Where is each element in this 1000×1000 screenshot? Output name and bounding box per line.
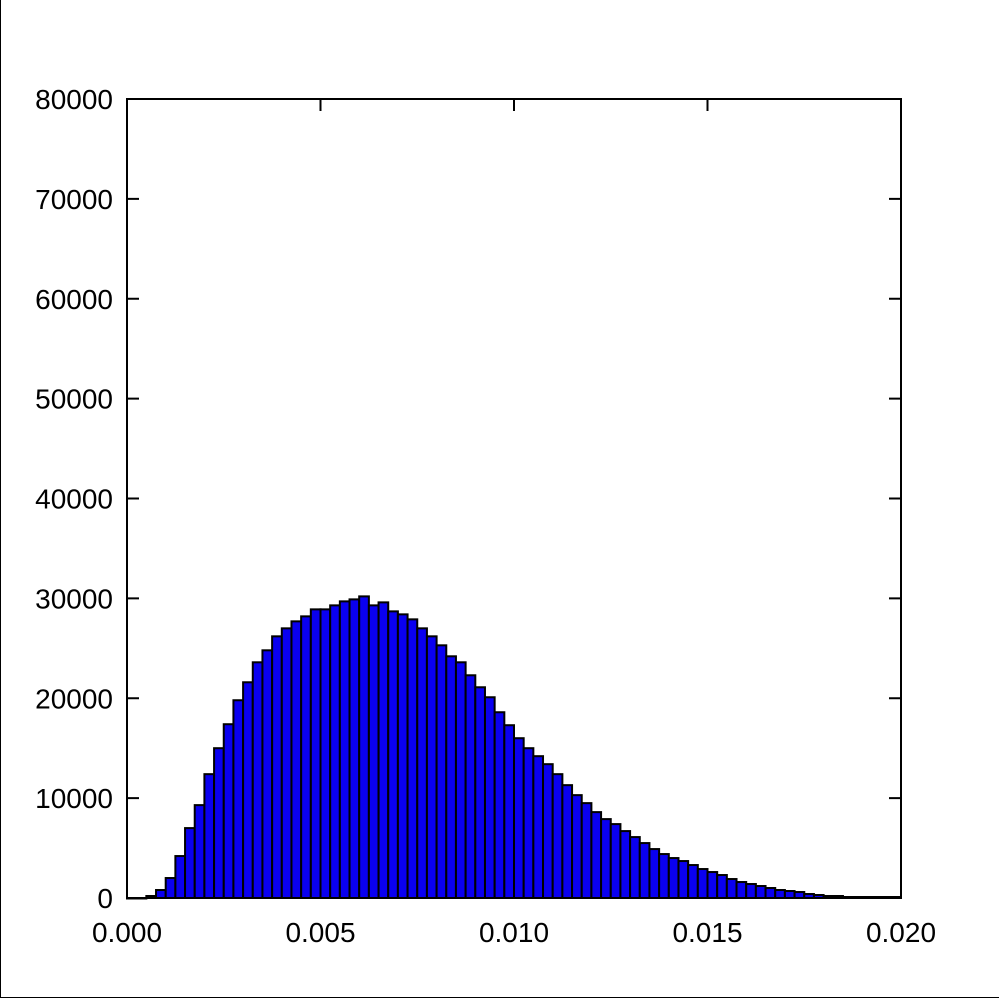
histogram-bar [271, 635, 283, 899]
histogram-bar [561, 784, 574, 899]
x-tick-label: 0.015 [672, 917, 742, 948]
histogram-bar [377, 601, 390, 899]
histogram-bar [629, 836, 641, 899]
histogram-bar [667, 857, 680, 899]
histogram-bar [522, 747, 535, 899]
histogram-bar [687, 864, 699, 900]
histogram-bar [367, 604, 380, 900]
histogram-bar [658, 853, 670, 899]
histogram-bar [329, 604, 341, 900]
histogram-bar [783, 890, 796, 899]
histogram-bar [532, 755, 545, 899]
histogram-bar [290, 620, 303, 899]
histogram-bar [716, 874, 728, 899]
y-tick-label: 60000 [35, 284, 113, 315]
histogram-bar [193, 804, 206, 900]
histogram-bar [445, 655, 457, 899]
histogram-bar [754, 885, 767, 900]
y-tick-label: 80000 [35, 84, 113, 115]
histogram-bar [590, 811, 603, 899]
histogram-bar [280, 627, 293, 900]
histogram-bar [164, 877, 177, 900]
bars-group [126, 595, 903, 900]
histogram-bar [696, 868, 709, 900]
histogram-bar [454, 661, 467, 899]
histogram-bar [435, 644, 448, 899]
histogram-bar [609, 823, 622, 900]
histogram-bar [474, 686, 486, 899]
ticks-group [126, 98, 902, 899]
y-tick-label: 0 [97, 883, 113, 914]
x-tick-label: 0.010 [479, 917, 549, 948]
histogram-bar [503, 724, 516, 899]
histogram-bar [542, 763, 554, 899]
histogram-bar [242, 681, 254, 900]
histogram-bar [387, 610, 399, 899]
histogram-bar [706, 871, 719, 899]
histogram-bar [406, 618, 419, 899]
histogram-bar [338, 600, 351, 900]
y-tick-label: 40000 [35, 484, 113, 515]
histogram-bar [251, 661, 264, 899]
histogram-bar [174, 855, 187, 899]
histogram-bar [580, 802, 593, 900]
histogram-bar [638, 842, 651, 899]
histogram-bar [619, 830, 632, 899]
histogram-bar [735, 881, 748, 900]
histogram-bar [600, 818, 612, 900]
histogram-bar [551, 773, 564, 900]
histogram-bar [745, 883, 757, 900]
y-tick-label: 30000 [35, 583, 113, 614]
y-tick-label: 70000 [35, 184, 113, 215]
histogram-bar [358, 595, 370, 899]
histogram-bar [464, 674, 477, 899]
x-tick-label: 0.000 [92, 917, 162, 948]
histogram-bar [513, 737, 525, 900]
x-tick-label: 0.005 [285, 917, 355, 948]
histogram-bar [309, 608, 322, 900]
histogram-bar [155, 889, 167, 900]
histogram-bar [213, 747, 225, 899]
histogram-bar [300, 615, 312, 899]
histogram-bar [222, 723, 235, 900]
histogram-bar [493, 711, 506, 899]
x-tick-labels: 0.000 0.005 0.010 0.015 0.020 [92, 917, 936, 948]
histogram-bar [261, 649, 274, 899]
histogram-bar [319, 608, 332, 900]
x-tick-label: 0.020 [866, 917, 936, 948]
histogram-bar [764, 887, 777, 900]
y-tick-label: 50000 [35, 384, 113, 415]
histogram-bar [184, 827, 196, 900]
histogram-bar [571, 794, 583, 899]
y-tick-label: 10000 [35, 783, 113, 814]
histogram-bar [203, 773, 216, 900]
histogram-bar [416, 627, 428, 900]
y-tick-label: 20000 [35, 683, 113, 714]
histogram-bar [425, 635, 438, 899]
histogram-bar [232, 699, 245, 899]
histogram-bar [483, 696, 496, 899]
histogram-bar [774, 889, 786, 900]
y-tick-labels: 0 10000 20000 30000 40000 50000 60000 70000 8000… [35, 84, 113, 914]
histogram-bar [725, 878, 738, 899]
histogram-bar [677, 860, 690, 900]
histogram-bar [348, 598, 361, 900]
histogram-bar [648, 848, 661, 900]
histogram-bar [396, 613, 409, 899]
